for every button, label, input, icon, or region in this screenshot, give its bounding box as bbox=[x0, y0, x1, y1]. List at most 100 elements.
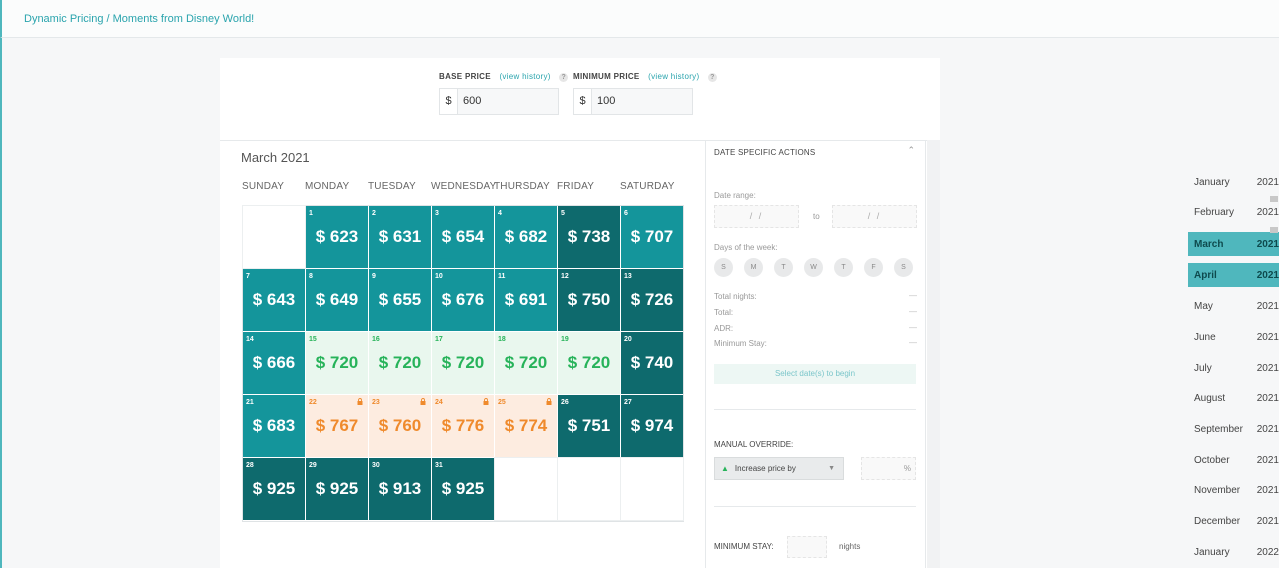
day-toggle[interactable]: S bbox=[894, 258, 913, 277]
calendar-day-cell[interactable]: 14 $ 666 bbox=[243, 332, 305, 394]
day-price: $ 655 bbox=[378, 290, 422, 309]
calendar-day-cell[interactable]: 16 $ 720 bbox=[369, 332, 431, 394]
minimum-stay-input[interactable] bbox=[787, 536, 827, 558]
month-name: November bbox=[1194, 485, 1241, 496]
month-item[interactable]: June 2021 bbox=[1188, 325, 1279, 349]
day-price: $ 974 bbox=[630, 416, 674, 435]
calendar-day-cell[interactable]: 25 $ 774 bbox=[495, 395, 557, 457]
day-toggle[interactable]: S bbox=[714, 258, 733, 277]
start-date-input[interactable]: / / bbox=[714, 205, 799, 228]
day-number: 16 bbox=[372, 336, 380, 343]
calendar-day-cell[interactable]: 26 $ 751 bbox=[558, 395, 620, 457]
day-price: $ 666 bbox=[252, 353, 296, 372]
help-icon[interactable]: ? bbox=[707, 73, 717, 82]
day-toggle[interactable]: F bbox=[864, 258, 883, 277]
day-number: 30 bbox=[372, 462, 380, 469]
calendar-day-cell[interactable]: 24 $ 776 bbox=[432, 395, 494, 457]
month-item[interactable]: January 2022 bbox=[1188, 540, 1279, 564]
calendar-day-cell[interactable]: 8 $ 649 bbox=[306, 269, 368, 331]
month-item[interactable]: November 2021 bbox=[1188, 478, 1279, 502]
month-item[interactable]: August 2021 bbox=[1188, 386, 1279, 410]
collapse-chevron-icon[interactable]: ⌃ bbox=[907, 145, 915, 155]
day-number: 13 bbox=[624, 273, 632, 280]
calendar-day-cell[interactable]: 12 $ 750 bbox=[558, 269, 620, 331]
calendar-empty-cell bbox=[620, 457, 684, 521]
calendar-day-cell[interactable]: 7 $ 643 bbox=[243, 269, 305, 331]
month-item[interactable]: January 2021 bbox=[1188, 170, 1279, 194]
month-item[interactable]: February 2021 bbox=[1188, 200, 1279, 224]
month-item[interactable]: April 2021 bbox=[1188, 263, 1279, 287]
calendar-day-cell[interactable]: 5 $ 738 bbox=[558, 206, 620, 268]
select-dates-button[interactable]: Select date(s) to begin bbox=[714, 364, 916, 384]
calendar-day-cell[interactable]: 21 $ 683 bbox=[243, 395, 305, 457]
calendar-day-cell[interactable]: 9 $ 655 bbox=[369, 269, 431, 331]
day-number: 3 bbox=[435, 210, 439, 217]
calendar-empty-cell bbox=[494, 457, 558, 521]
month-item[interactable]: July 2021 bbox=[1188, 356, 1279, 380]
calendar-day-cell[interactable]: 31 $ 925 bbox=[432, 458, 494, 520]
panel-scrollbar[interactable] bbox=[927, 140, 940, 568]
day-number: 14 bbox=[246, 336, 254, 343]
calendar-day-cell[interactable]: 13 $ 726 bbox=[621, 269, 683, 331]
help-icon[interactable]: ? bbox=[559, 73, 569, 82]
calendar-day-cell[interactable]: 1 $ 623 bbox=[306, 206, 368, 268]
manual-override-label: MANUAL OVERRIDE: bbox=[714, 440, 794, 449]
calendar-day-cell[interactable]: 19 $ 720 bbox=[558, 332, 620, 394]
lock-icon bbox=[483, 398, 489, 405]
base-price-input[interactable]: 600 bbox=[463, 95, 482, 107]
calendar-day-cell[interactable]: 10 $ 676 bbox=[432, 269, 494, 331]
calendar-day-cell[interactable]: 18 $ 720 bbox=[495, 332, 557, 394]
day-price: $ 720 bbox=[567, 353, 611, 372]
weekday-label: SUNDAY bbox=[242, 181, 285, 192]
calendar-day-cell[interactable]: 27 $ 974 bbox=[621, 395, 683, 457]
day-price: $ 750 bbox=[567, 290, 611, 309]
day-price: $ 683 bbox=[252, 416, 296, 435]
day-number: 11 bbox=[498, 273, 506, 280]
day-price: $ 913 bbox=[378, 479, 422, 498]
month-item[interactable]: October 2021 bbox=[1188, 448, 1279, 472]
weekday-label: THURSDAY bbox=[494, 181, 550, 192]
month-year: 2021 bbox=[1256, 485, 1279, 496]
adr-label: ADR: bbox=[714, 324, 734, 333]
calendar-day-cell[interactable]: 22 $ 767 bbox=[306, 395, 368, 457]
override-percent-input[interactable]: % bbox=[861, 457, 916, 480]
calendar-day-cell[interactable]: 15 $ 720 bbox=[306, 332, 368, 394]
calendar-day-cell[interactable]: 23 $ 760 bbox=[369, 395, 431, 457]
calendar-day-cell[interactable]: 6 $ 707 bbox=[621, 206, 683, 268]
calendar-day-cell[interactable]: 3 $ 654 bbox=[432, 206, 494, 268]
minimum-price-label: MINIMUM PRICE bbox=[573, 72, 640, 81]
month-item[interactable]: September 2021 bbox=[1188, 417, 1279, 441]
day-toggle[interactable]: W bbox=[804, 258, 823, 277]
calendar-day-cell[interactable]: 17 $ 720 bbox=[432, 332, 494, 394]
day-price: $ 774 bbox=[504, 416, 548, 435]
month-year: 2021 bbox=[1256, 177, 1279, 188]
month-item[interactable]: December 2021 bbox=[1188, 509, 1279, 533]
minimum-price-history-link[interactable]: (view history) bbox=[648, 72, 700, 81]
calendar-day-cell[interactable]: 4 $ 682 bbox=[495, 206, 557, 268]
calendar-day-cell[interactable]: 29 $ 925 bbox=[306, 458, 368, 520]
calendar-day-cell[interactable]: 11 $ 691 bbox=[495, 269, 557, 331]
override-type-select[interactable]: ▲ Increase price by ▼ bbox=[714, 457, 844, 480]
month-item[interactable]: March 2021 bbox=[1188, 232, 1279, 256]
end-date-input[interactable]: / / bbox=[832, 205, 917, 228]
day-price: $ 682 bbox=[504, 227, 548, 246]
day-toggle[interactable]: T bbox=[774, 258, 793, 277]
calendar-day-cell[interactable]: 2 $ 631 bbox=[369, 206, 431, 268]
calendar-day-cell[interactable]: 20 $ 740 bbox=[621, 332, 683, 394]
day-price: $ 925 bbox=[441, 479, 485, 498]
day-toggle[interactable]: M bbox=[744, 258, 763, 277]
base-price-history-link[interactable]: (view history) bbox=[499, 72, 551, 81]
month-item[interactable]: May 2021 bbox=[1188, 294, 1279, 318]
weekday-label: TUESDAY bbox=[368, 181, 416, 192]
minimum-price-input[interactable]: 100 bbox=[597, 95, 616, 107]
month-name: February bbox=[1194, 207, 1235, 218]
calendar-day-cell[interactable]: 30 $ 913 bbox=[369, 458, 431, 520]
month-year: 2021 bbox=[1256, 516, 1279, 527]
calendar-day-cell[interactable]: 28 $ 925 bbox=[243, 458, 305, 520]
day-number: 4 bbox=[498, 210, 502, 217]
day-number: 24 bbox=[435, 399, 443, 406]
day-toggle[interactable]: T bbox=[834, 258, 853, 277]
min-stay-label: Minimum Stay: bbox=[714, 339, 767, 348]
day-number: 21 bbox=[246, 399, 254, 406]
breadcrumb[interactable]: Dynamic Pricing / Moments from Disney Wo… bbox=[24, 13, 255, 25]
